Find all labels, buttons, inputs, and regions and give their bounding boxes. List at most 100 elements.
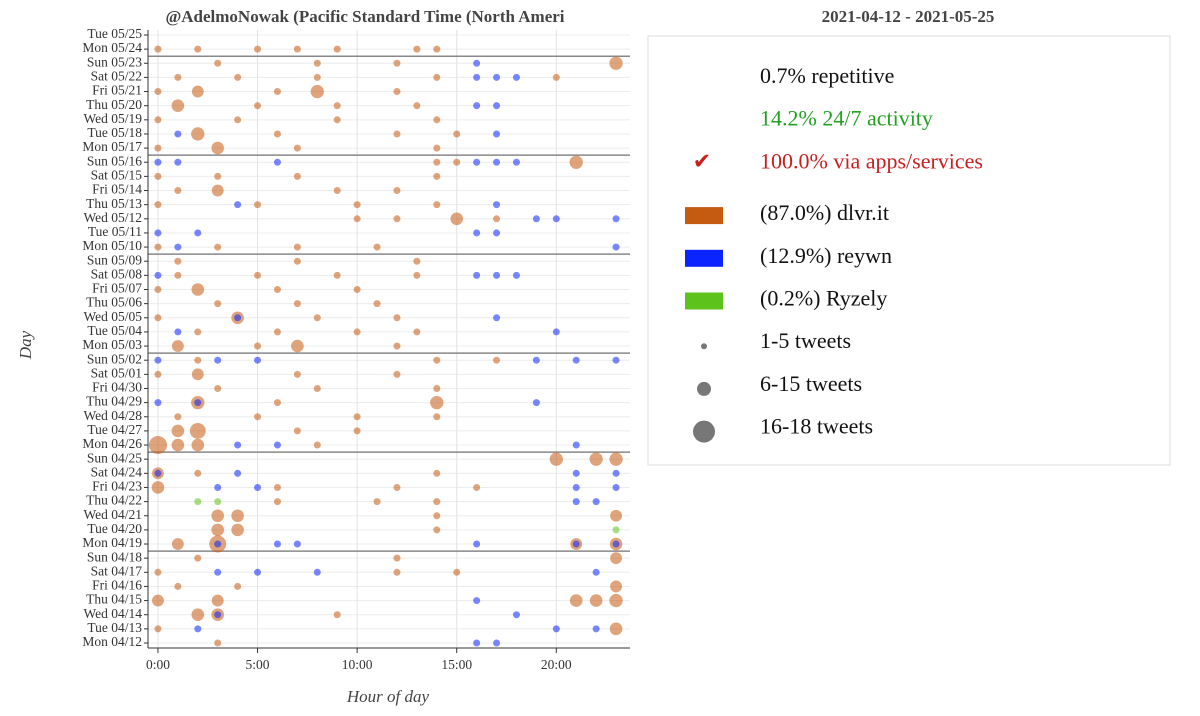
- y-tick-label: Fri 05/07: [92, 281, 142, 296]
- dot: [433, 144, 441, 152]
- y-tick-label: Tue 05/11: [88, 224, 142, 239]
- dot: [473, 540, 481, 548]
- dot: [473, 229, 481, 237]
- dot: [453, 158, 461, 166]
- check-mark: ✔: [693, 148, 711, 173]
- y-tick-label: Sat 05/22: [91, 68, 142, 83]
- dot: [453, 568, 461, 576]
- dot: [231, 523, 244, 537]
- y-tick-label: Sun 05/23: [87, 54, 142, 69]
- dot: [171, 438, 185, 452]
- dot: [413, 45, 421, 53]
- y-tick-label: Tue 05/18: [87, 125, 142, 140]
- size-swatch: [697, 381, 711, 396]
- chart-title: @AdelmoNowak (Pacific Standard Time (Nor…: [165, 7, 564, 26]
- y-tick-label: Fri 04/16: [92, 578, 142, 593]
- dot: [154, 172, 162, 180]
- dot: [194, 399, 202, 407]
- dot: [493, 158, 501, 166]
- dot: [433, 201, 441, 209]
- dot: [211, 141, 225, 155]
- legend-swatch: [685, 292, 723, 310]
- dot: [473, 59, 481, 67]
- dot: [612, 469, 620, 477]
- y-tick-label: Tue 05/04: [87, 323, 142, 338]
- dot: [612, 356, 620, 364]
- dot: [512, 158, 520, 166]
- dot: [273, 498, 281, 506]
- dot: [569, 594, 583, 607]
- dot: [293, 540, 301, 548]
- dot: [191, 283, 205, 296]
- dot: [610, 580, 622, 593]
- y-tick-label: Tue 05/25: [87, 26, 142, 41]
- dot: [174, 257, 182, 265]
- dot: [552, 73, 560, 81]
- dot: [473, 73, 481, 81]
- y-tick-label: Sun 04/18: [87, 549, 142, 564]
- dot: [413, 102, 421, 110]
- dot: [214, 639, 222, 647]
- dot: [148, 436, 167, 455]
- dot: [154, 370, 162, 378]
- dot: [194, 625, 202, 633]
- dot: [174, 582, 182, 590]
- y-tick-label: Tue 04/20: [87, 521, 142, 536]
- dot: [171, 538, 184, 550]
- dot: [174, 413, 182, 421]
- summary-text: 0.7% repetitive: [760, 63, 894, 88]
- dot: [532, 215, 540, 223]
- dot: [194, 469, 202, 477]
- x-tick-label: 5:00: [246, 657, 270, 672]
- y-tick-label: Thu 05/06: [86, 295, 142, 310]
- dot: [254, 271, 262, 279]
- dot: [211, 594, 224, 607]
- dot: [552, 215, 560, 223]
- x-tick-label: 20:00: [541, 657, 572, 672]
- dot: [589, 452, 603, 466]
- legend-label: (87.0%) dlvr.it: [760, 200, 889, 225]
- y-tick-label: Wed 05/19: [83, 111, 142, 126]
- dot: [609, 593, 623, 608]
- dot: [254, 201, 262, 209]
- y-tick-label: Fri 04/23: [92, 479, 142, 494]
- dot: [413, 328, 421, 336]
- dot: [254, 568, 262, 576]
- dot: [313, 59, 321, 67]
- dot: [552, 625, 560, 633]
- dot: [433, 116, 441, 124]
- dot: [473, 639, 481, 647]
- y-tick-label: Mon 04/26: [82, 436, 142, 451]
- y-tick-label: Sat 05/01: [91, 365, 142, 380]
- dot: [313, 384, 321, 392]
- dot: [393, 370, 401, 378]
- dot: [293, 45, 301, 53]
- y-tick-label: Wed 04/28: [83, 408, 142, 423]
- y-tick-label: Wed 04/21: [83, 507, 142, 522]
- dot: [154, 243, 162, 251]
- dot: [273, 483, 281, 491]
- dot: [433, 498, 441, 506]
- dot: [293, 300, 301, 308]
- dot: [473, 271, 481, 279]
- dot: [313, 314, 321, 322]
- legend: 0.7% repetitive 14.2% 24/7 activity ✔ 100.0…: [685, 63, 983, 443]
- dot: [154, 314, 162, 322]
- dot: [293, 172, 301, 180]
- dot: [191, 368, 204, 381]
- y-tick-label: Thu 04/29: [86, 394, 142, 409]
- dot: [194, 356, 202, 364]
- y-tick-label: Mon 05/10: [82, 238, 142, 253]
- y-tick-label: Thu 05/13: [86, 196, 142, 211]
- dot: [333, 116, 341, 124]
- y-tick-label: Thu 04/22: [86, 493, 142, 508]
- dot: [532, 356, 540, 364]
- dot: [393, 554, 401, 562]
- dot: [549, 452, 563, 466]
- dot: [254, 102, 262, 110]
- dot: [273, 88, 281, 96]
- dot: [154, 271, 162, 279]
- dot: [273, 540, 281, 548]
- y-tick-label: Fri 05/21: [92, 83, 142, 98]
- dot: [254, 483, 262, 491]
